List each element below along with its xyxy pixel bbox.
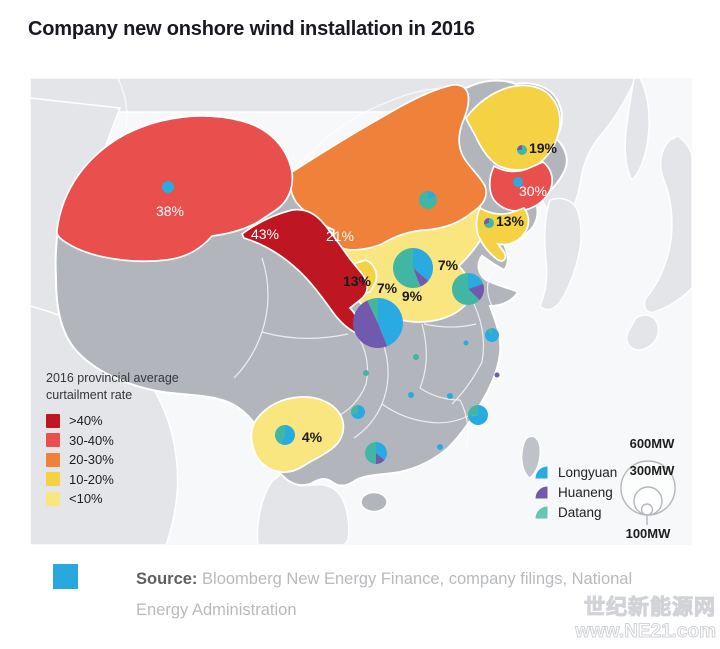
curtailment-label: 30%	[519, 183, 547, 199]
pie-marker-jiangsu	[485, 328, 500, 342]
pie-marker-jiangxi	[447, 393, 453, 399]
pie-marker-zhejiang-fujian	[468, 404, 488, 426]
curtailment-label: 38%	[156, 203, 184, 219]
land-indochina	[256, 473, 350, 545]
curtailment-label: 19%	[529, 140, 558, 156]
legend-item-30-40: 30-40%	[46, 431, 179, 451]
pie-marker-hubei	[413, 354, 419, 360]
foreign-land-layer	[30, 78, 692, 545]
source-row: Source: Bloomberg New Energy Finance, co…	[53, 564, 656, 625]
curtailment-legend-title: 2016 provincial average curtailment rate	[46, 371, 179, 402]
pie-marker-shaanxi	[352, 298, 403, 349]
choropleth-layer	[56, 84, 561, 474]
region-taiwan	[521, 435, 541, 479]
pie-marker-guangdong-east	[437, 444, 443, 450]
legend-item-20-30: 20-30%	[46, 450, 179, 470]
china-map: 38%43% 21%19%30%13%13% 7% 9%7%4%	[30, 78, 692, 545]
land-japan-main	[643, 135, 692, 313]
longyuan-wedge-icon	[535, 466, 548, 478]
pie-marker-shanghai	[494, 372, 500, 378]
curtailment-legend: 2016 provincial average curtailment rate…	[46, 370, 179, 509]
curtailment-label: 13%	[496, 213, 525, 229]
swatch-30-40-icon	[46, 433, 60, 448]
curtailment-label: 7%	[377, 280, 398, 296]
region-gansu	[240, 208, 369, 335]
pie-marker-yunnan	[275, 425, 296, 446]
curtailment-label: 9%	[402, 288, 423, 304]
swatch-10-20-icon	[46, 472, 60, 487]
region-hainan	[360, 491, 388, 513]
swatch-lt10-icon	[46, 491, 60, 506]
source-bullet-icon	[53, 564, 78, 589]
pie-marker-shandong	[452, 273, 484, 305]
region-inner-mongolia	[289, 84, 488, 251]
bubble-size-legend: 600MW 300MW 100MW	[606, 434, 690, 549]
source-text: Source: Bloomberg New Energy Finance, co…	[136, 570, 633, 619]
land-japan-south	[626, 314, 659, 351]
size-100mw-circle	[640, 503, 654, 516]
legend-item-huaneng: Huaneng	[534, 482, 617, 502]
size-600mw-label: 600MW	[630, 436, 676, 451]
legend-item-lt10: <10%	[46, 489, 179, 509]
size-legend-circles: 600MW 300MW 100MW	[620, 436, 676, 541]
pie-marker-guizhou	[350, 405, 365, 419]
company-legend: Longyuan Huaneng Datang	[534, 462, 617, 522]
pie-marker-shanxi	[393, 248, 434, 288]
region-heilongjiang	[465, 84, 561, 171]
curtailment-label: 4%	[302, 429, 323, 445]
pie-marker-anhui	[463, 340, 469, 346]
land-korea	[539, 197, 582, 311]
pie-marker-jilin	[513, 177, 523, 187]
legend-item-datang: Datang	[534, 502, 617, 522]
pie-marker-guangdong	[365, 442, 387, 465]
curtailment-label: 13%	[343, 273, 372, 289]
curtailment-labels-layer: 38%43% 21%19%30%13%13% 7% 9%7%4%	[156, 140, 558, 445]
legend-item-longyuan: Longyuan	[534, 462, 617, 482]
pie-marker-inner-mongolia	[419, 191, 438, 210]
datang-wedge-icon	[535, 506, 548, 518]
size-100mw-label: 100MW	[626, 526, 672, 541]
curtailment-label: 21%	[326, 228, 354, 244]
pie-marker-hunan	[408, 392, 414, 398]
curtailment-label: 43%	[251, 226, 279, 242]
figure-title: Company new onshore wind installation in…	[28, 18, 475, 40]
legend-item-gt40: >40%	[46, 411, 179, 431]
region-yunnan	[250, 396, 345, 474]
size-300mw-label: 300MW	[630, 463, 676, 478]
swatch-20-30-icon	[46, 452, 60, 467]
china-map-panel: 38% 43% 21% 19% 30% 13% 13% 7% 9% 7% 4% 2016 provi…	[30, 78, 692, 545]
pie-marker-xinjiang	[162, 181, 174, 193]
pie-marker-guangxi	[363, 370, 369, 376]
region-xinjiang	[56, 115, 294, 263]
huaneng-wedge-icon	[535, 486, 548, 498]
pie-marker-liaoning	[484, 218, 494, 228]
curtailment-label: 7%	[438, 257, 459, 273]
land-sakhalin	[624, 78, 650, 182]
pie-marker-heilongjiang	[517, 145, 527, 155]
swatch-gt40-icon	[46, 413, 60, 428]
region-jilin	[488, 161, 553, 212]
legend-item-10-20: 10-20%	[46, 470, 179, 490]
installation-pies-layer	[162, 145, 527, 465]
source-label: Source:	[136, 570, 198, 588]
